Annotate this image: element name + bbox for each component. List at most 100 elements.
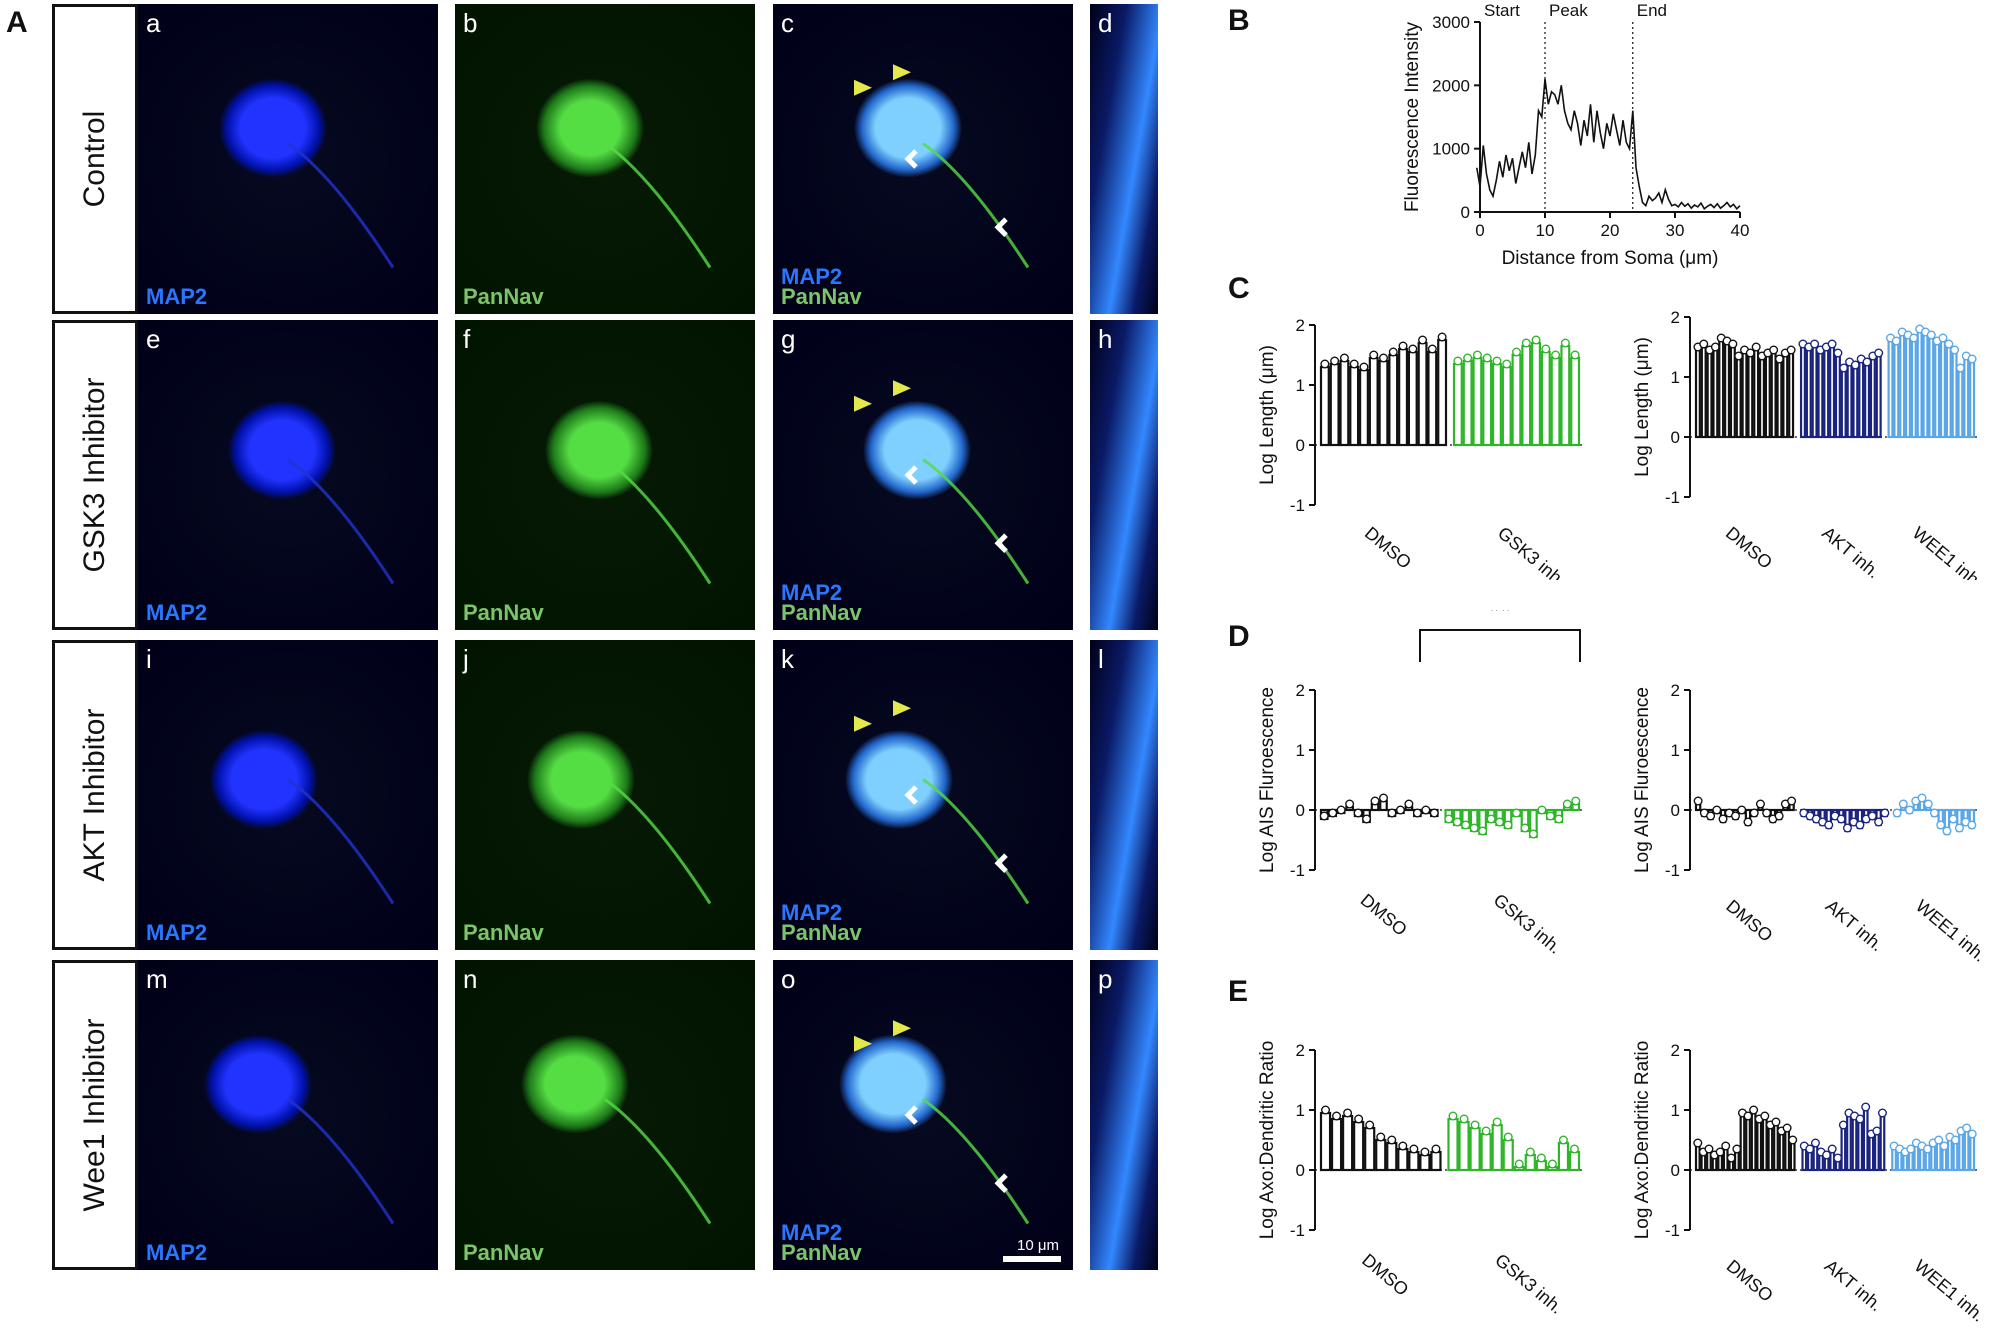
channel-label-pannav: PanNav <box>781 600 862 625</box>
bar <box>1375 1138 1387 1172</box>
data-point <box>1855 1114 1865 1124</box>
data-point <box>1732 1144 1742 1154</box>
micrograph-map2: a MAP2 <box>138 4 438 314</box>
micrograph-merge: c MAP2 PanNav <box>773 4 1073 314</box>
subpanel-letter: g <box>781 324 796 354</box>
row-label-text: GSK3 Inhibitor <box>78 377 111 573</box>
bar <box>1875 354 1882 439</box>
scale-bar-label: 10 μm <box>1017 1237 1059 1254</box>
subpanel-letter: m <box>146 964 168 994</box>
group-label: AKT inh. <box>1822 896 1887 955</box>
bar <box>1706 351 1713 439</box>
marker-label: End <box>1637 1 1667 20</box>
y-tick-label: 1 <box>1671 1101 1680 1120</box>
micrograph-map2: m MAP2 <box>138 960 438 1270</box>
bar <box>1570 356 1581 447</box>
data-point <box>1531 335 1541 345</box>
data-point <box>1728 339 1738 349</box>
data-point <box>1525 1147 1535 1157</box>
y-tick-label: -1 <box>1665 861 1680 880</box>
panel-letter-c: C <box>1228 272 1250 305</box>
bar <box>1339 359 1350 447</box>
data-point <box>1463 353 1473 363</box>
bar <box>1887 339 1894 439</box>
bar <box>1482 359 1493 447</box>
bar <box>1711 1156 1718 1172</box>
chart-e-left: -1 0 1 2 DMSO GSK3 inh. Log Axo:Dendritic Rati… <box>1257 1041 1585 1318</box>
subpanel-letter: a <box>146 8 161 38</box>
bar <box>1540 350 1551 447</box>
bar <box>1946 1138 1953 1172</box>
data-point <box>1448 1111 1458 1121</box>
intensity-line <box>1476 78 1741 211</box>
micrograph-pannav: j PanNav <box>455 640 755 950</box>
data-point <box>1892 808 1902 818</box>
marker-label: Peak <box>1549 1 1588 20</box>
data-point <box>1387 1135 1397 1145</box>
bar <box>1407 350 1418 447</box>
data-point <box>1948 814 1958 824</box>
data-point <box>1745 348 1755 358</box>
data-point <box>1378 353 1388 363</box>
channel-label-pannav: PanNav <box>463 920 544 945</box>
data-point <box>1836 814 1846 824</box>
data-point <box>1537 805 1547 815</box>
data-point <box>1570 350 1580 360</box>
data-point <box>1967 820 1977 830</box>
data-point <box>1898 799 1908 809</box>
subpanel-letter: j <box>463 644 469 674</box>
data-point <box>1387 808 1397 818</box>
bar <box>1531 341 1542 447</box>
data-point <box>1967 1129 1977 1139</box>
data-point <box>1891 336 1901 346</box>
data-point <box>1328 808 1338 818</box>
data-point <box>1421 805 1431 815</box>
bar <box>1924 1150 1931 1172</box>
subpanel-letter: p <box>1098 964 1113 994</box>
group-label: DMSO <box>1722 896 1776 946</box>
bar <box>1733 1150 1740 1172</box>
bar <box>1958 1132 1964 1172</box>
data-point <box>1718 814 1728 824</box>
bar <box>1789 1141 1796 1172</box>
data-point <box>1472 350 1482 360</box>
group-label: DMSO <box>1358 1250 1412 1300</box>
bar <box>1437 338 1448 447</box>
arrowhead-icon <box>893 1020 911 1037</box>
micrograph-zoom: d <box>1090 4 1158 314</box>
bar <box>1928 336 1935 439</box>
chevron-marker-icon <box>904 465 918 485</box>
bar <box>1776 360 1783 439</box>
bar <box>1491 362 1502 447</box>
chevron-marker-icon <box>994 533 1008 553</box>
data-point <box>1936 820 1946 830</box>
axon-trace <box>922 778 1030 905</box>
data-point <box>1486 814 1496 824</box>
data-point <box>1437 332 1447 342</box>
channel-label-pannav: PanNav <box>463 600 544 625</box>
bar <box>1869 357 1876 439</box>
bar <box>1930 1144 1937 1172</box>
data-point <box>1810 339 1820 349</box>
chart-c-right: -1 0 1 2 DMSO AKT inh. WEE1 inh. Log Length (μm… <box>1632 308 1987 580</box>
group-label: WEE1 inh. <box>1909 523 1987 580</box>
data-point <box>1362 814 1372 824</box>
bar <box>1812 1144 1819 1172</box>
bar <box>1922 333 1929 439</box>
data-point <box>1343 1108 1353 1118</box>
bar <box>1857 1120 1864 1172</box>
bar <box>1939 339 1946 439</box>
micrograph-pannav: f PanNav <box>455 320 755 630</box>
data-point <box>1769 345 1779 355</box>
panel-letter-e: E <box>1228 975 1249 1008</box>
panel-letter-a: A <box>6 6 28 39</box>
bar <box>1957 369 1964 439</box>
data-point <box>1560 338 1570 348</box>
bar <box>1364 1126 1376 1172</box>
group-label: GSK3 inh. <box>1490 890 1566 958</box>
subpanel-letter: d <box>1098 8 1113 38</box>
bar <box>1491 1123 1503 1172</box>
data-point <box>1562 799 1572 809</box>
data-point <box>1429 808 1439 818</box>
bar <box>1904 336 1912 439</box>
